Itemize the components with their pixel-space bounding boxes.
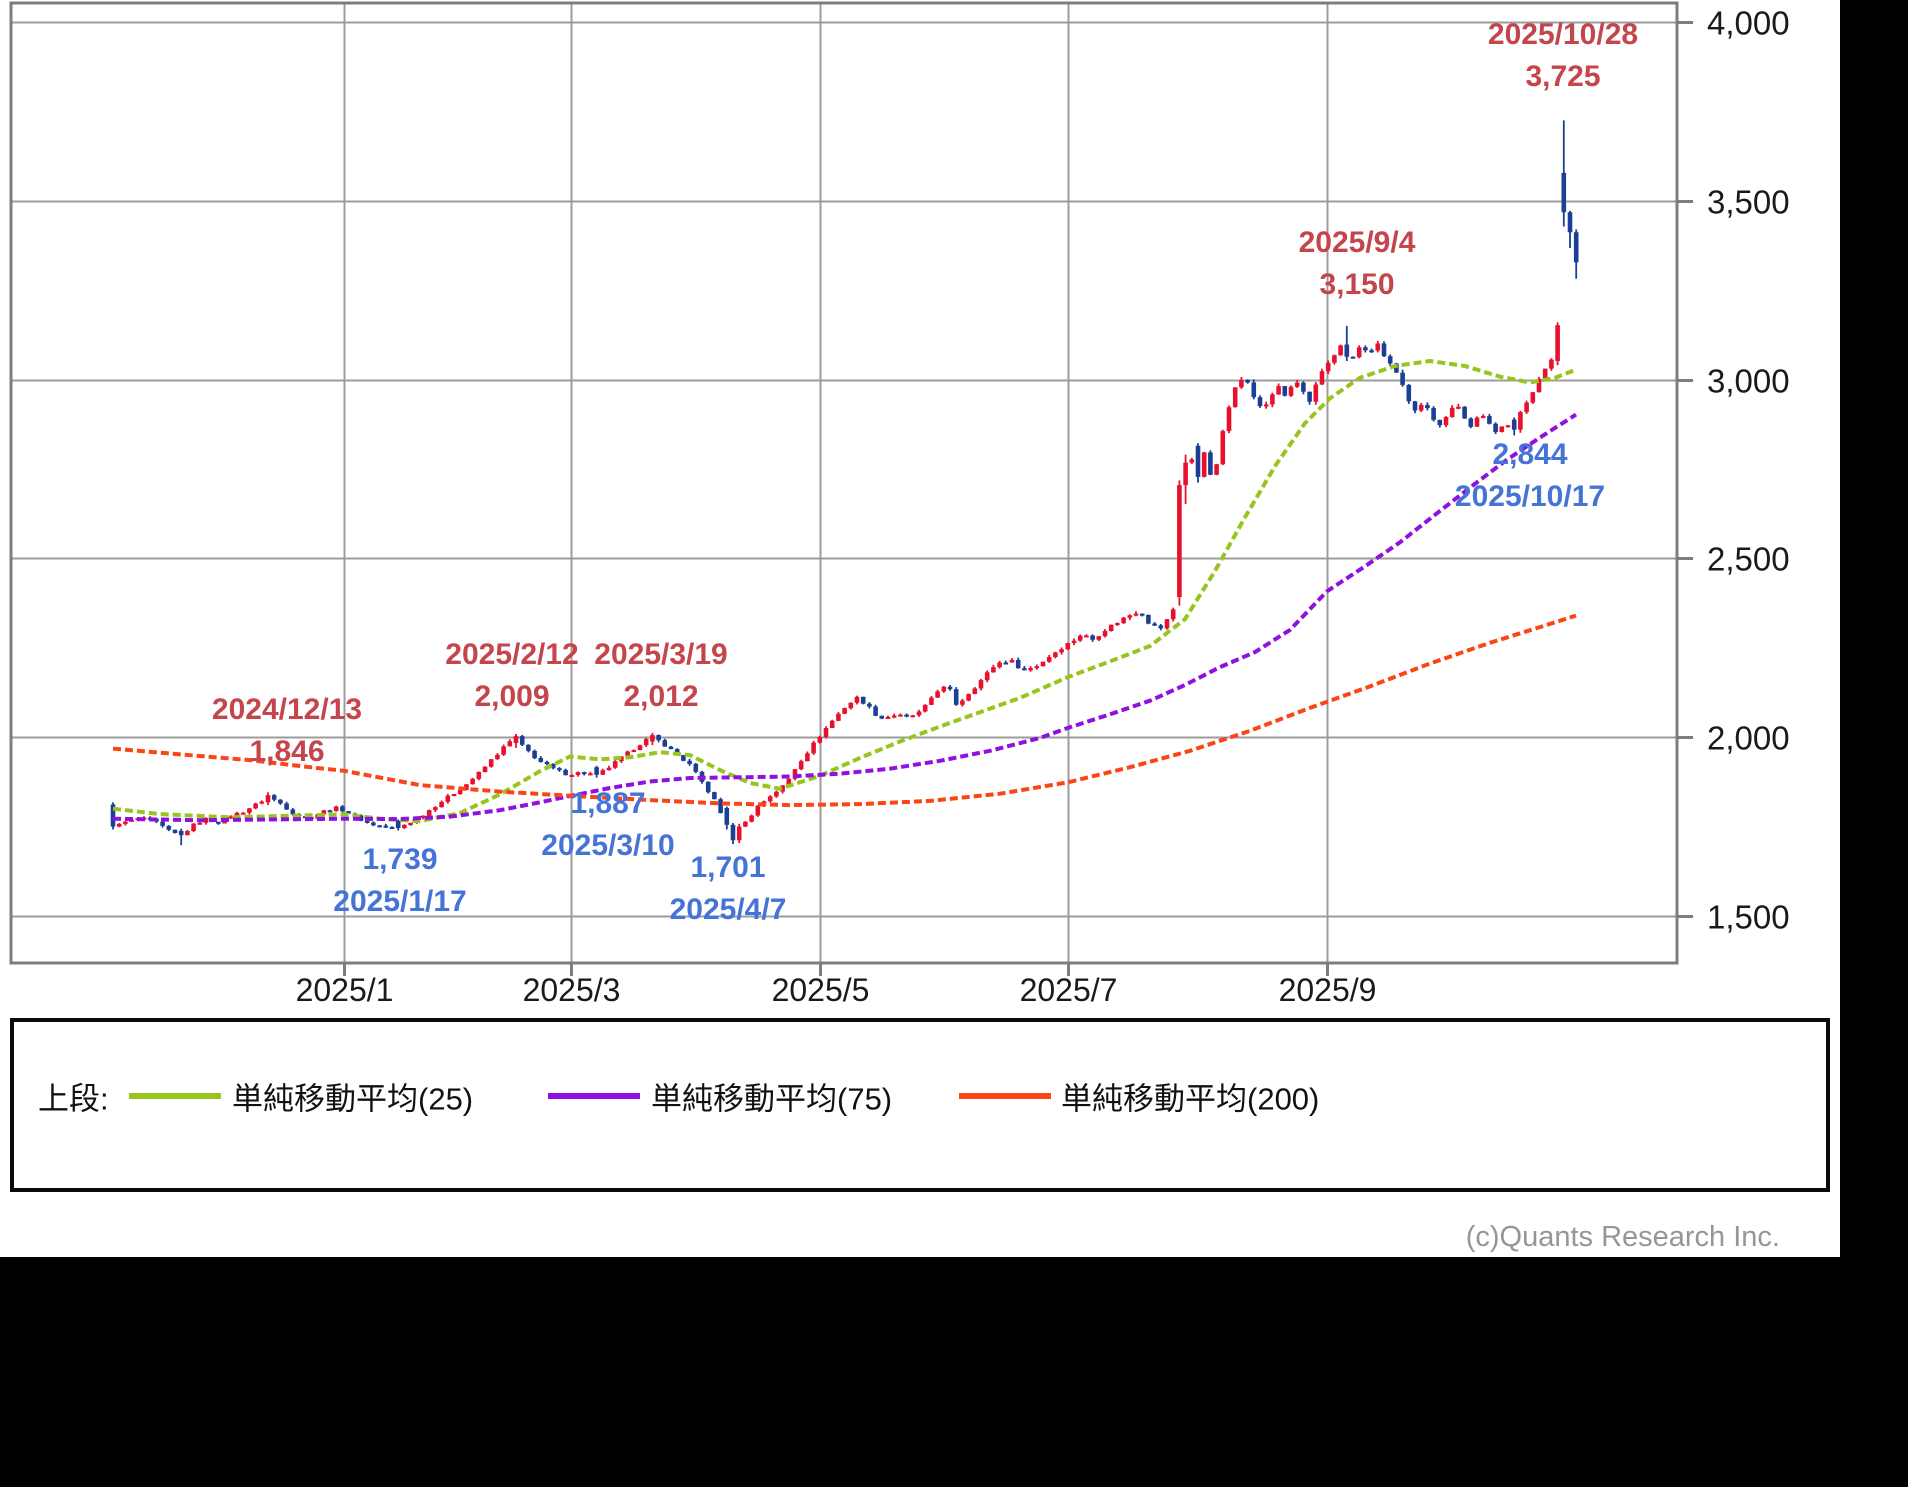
chart-panel: 4,000 3,500 3,000 2,500 2,000 1,500 2025/1 2025…: [0, 0, 1840, 1257]
swing-high-annotation: 2024/12/13 1,846: [211, 693, 363, 768]
svg-text:2025/9: 2025/9: [1279, 972, 1377, 1008]
swing-high-annotation: 2025/2/12 2,009: [445, 638, 579, 713]
copyright-text: (c)Quants Research Inc.: [1465, 1221, 1780, 1253]
ma25-legend-swatch: [129, 1093, 221, 1099]
swing-low-annotation: 2,844 2025/10/17: [1454, 438, 1606, 513]
ma75-legend-label: 単純移動平均(75): [651, 1081, 893, 1117]
svg-text:2025/5: 2025/5: [772, 972, 870, 1008]
bottom-black-margin: [0, 1257, 1908, 1487]
svg-text:3,500: 3,500: [1707, 184, 1790, 221]
swing-low-annotation: 1,739 2025/1/17: [333, 843, 467, 918]
ma75-legend-swatch: [548, 1093, 640, 1099]
svg-text:2,000: 2,000: [1707, 720, 1790, 757]
swing-low-annotation: 1,887 2025/3/10: [541, 787, 675, 862]
grid-lines: 4,000 3,500 3,000 2,500 2,000 1,500 2025/1 2025…: [10, 3, 1790, 1008]
svg-text:2,500: 2,500: [1707, 541, 1790, 578]
svg-text:2025/3: 2025/3: [523, 972, 621, 1008]
ma75-line: [112, 412, 1578, 823]
svg-text:4,000: 4,000: [1707, 5, 1790, 42]
swing-low-annotation: 1,701 2025/4/7: [669, 851, 787, 926]
svg-text:1,500: 1,500: [1707, 899, 1790, 936]
svg-text:2025/7: 2025/7: [1020, 972, 1118, 1008]
legend-prefix: 上段:: [38, 1081, 109, 1117]
swing-high-annotation: 2025/9/4 3,150: [1298, 226, 1416, 301]
swing-high-annotation: 2025/10/28 3,725: [1487, 18, 1639, 93]
svg-text:2025/1: 2025/1: [296, 972, 394, 1008]
svg-text:3,000: 3,000: [1707, 363, 1790, 400]
plot-border: [9, 1, 1679, 965]
ma25-legend-label: 単純移動平均(25): [232, 1081, 474, 1117]
right-black-margin: [1840, 0, 1908, 1487]
ma200-legend-swatch: [959, 1093, 1051, 1099]
swing-high-annotation: 2025/3/19 2,012: [594, 638, 728, 713]
ma25-line: [112, 358, 1577, 824]
chart-area: 4,000 3,500 3,000 2,500 2,000 1,500 2025/1 2025…: [9, 1, 1790, 1008]
chart-canvas: 4,000 3,500 3,000 2,500 2,000 1,500 2025/1 2025…: [9, 1, 1790, 1008]
ma200-legend-label: 単純移動平均(200): [1061, 1081, 1320, 1117]
legend: 上段: 単純移動平均(25) 単純移動平均(75) 単純移動平均(200): [10, 1018, 1830, 1192]
ma200-line: [112, 613, 1577, 808]
